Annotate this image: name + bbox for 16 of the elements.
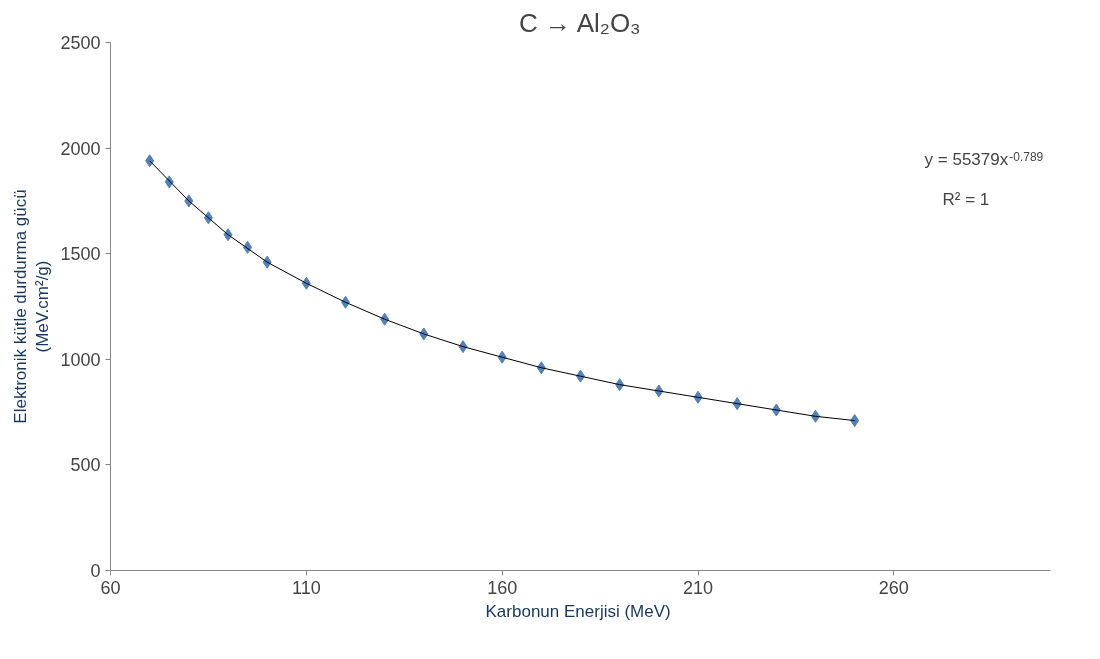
y-tick-label: 500 bbox=[70, 455, 101, 476]
x-tick-label: 260 bbox=[878, 577, 909, 598]
x-tick-label: 60 bbox=[100, 577, 121, 598]
y-tick-label: 0 bbox=[90, 561, 101, 581]
y-tick-label: 1500 bbox=[60, 244, 101, 265]
x-axis-title: Karbonun Enerjisi (MeV) bbox=[485, 601, 671, 621]
y-tick-label: 2000 bbox=[60, 138, 101, 159]
point bbox=[850, 414, 860, 428]
y-tick-label: 1000 bbox=[60, 349, 101, 370]
x-tick-label: 160 bbox=[487, 577, 518, 598]
chart-title: C → Al₂O₃ bbox=[518, 7, 641, 38]
annotation: R² = 1 bbox=[942, 189, 990, 209]
y-tick-label: 2500 bbox=[60, 33, 101, 53]
x-tick-label: 210 bbox=[682, 577, 714, 598]
y-axis-title: Elektronik kütle durdurma gücü (MeV.cm²/g) bbox=[10, 189, 53, 424]
x-tick-label: 110 bbox=[291, 577, 321, 598]
